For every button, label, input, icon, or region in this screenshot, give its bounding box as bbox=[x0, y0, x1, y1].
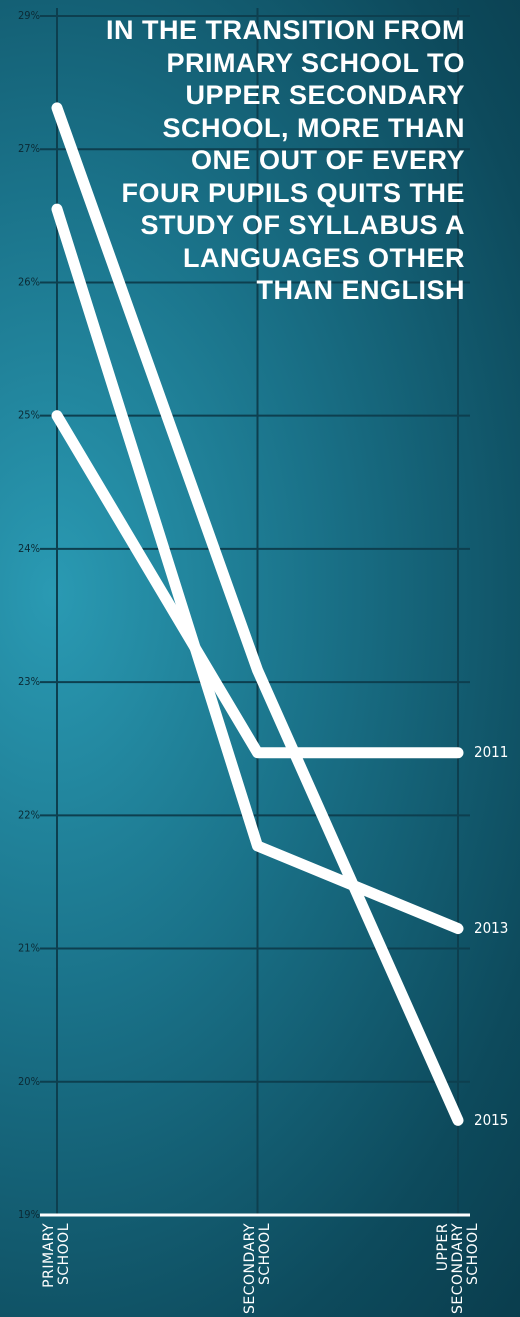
y-tick-label: 21% bbox=[18, 942, 40, 955]
y-tick-label: 22% bbox=[18, 808, 40, 821]
x-tick-label: UPPER SECONDARY SCHOOL bbox=[434, 1223, 481, 1314]
line bbox=[51, 410, 464, 759]
line bbox=[51, 102, 464, 1126]
x-tick-label: PRIMARY SCHOOL bbox=[41, 1223, 72, 1288]
y-tick-label: 27% bbox=[18, 142, 40, 155]
x-tick-label: SECONDARY SCHOOL bbox=[241, 1223, 273, 1314]
y-tick-label: 25% bbox=[18, 409, 40, 422]
series-label: 2013 bbox=[474, 919, 508, 937]
chart-title: IN THE TRANSITION FROM PRIMARY SCHOOL TO… bbox=[106, 15, 465, 305]
y-tick-label: 20% bbox=[18, 1075, 40, 1088]
y-tick-label: 24% bbox=[18, 542, 40, 555]
series-label: 2015 bbox=[474, 1111, 508, 1129]
y-tick-label: 26% bbox=[18, 275, 40, 288]
series-label: 2011 bbox=[474, 743, 508, 761]
line bbox=[51, 203, 464, 935]
y-tick-label: 19% bbox=[18, 1208, 40, 1221]
y-tick-label: 23% bbox=[18, 675, 40, 688]
y-tick-label: 29% bbox=[18, 9, 40, 22]
